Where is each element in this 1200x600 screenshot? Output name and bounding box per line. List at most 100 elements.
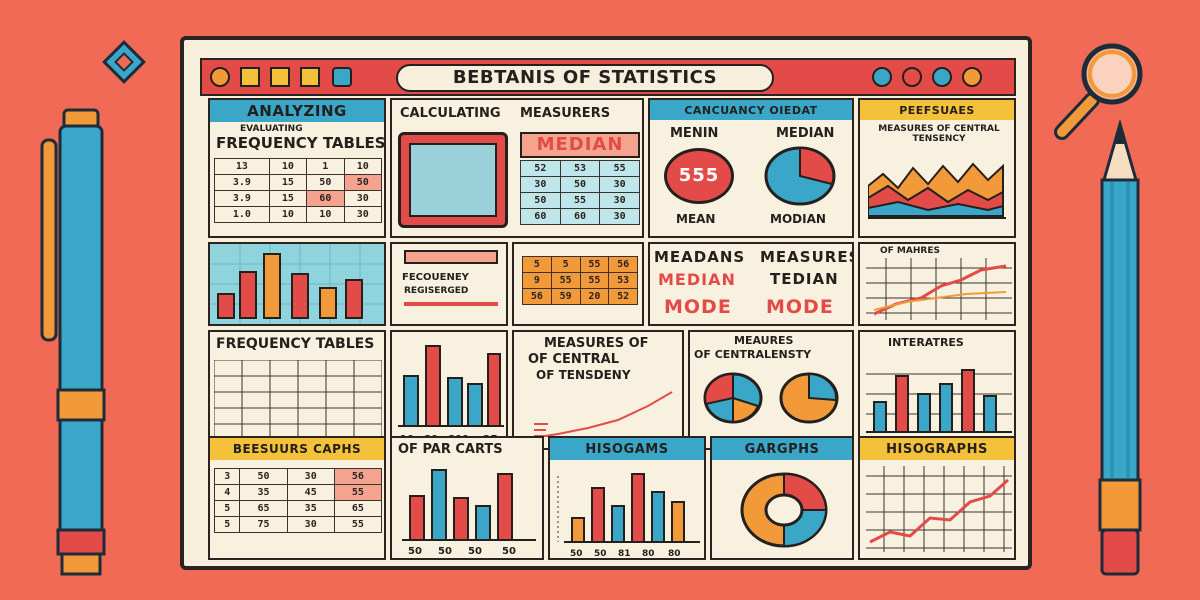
table-cell: 50 — [343, 174, 383, 191]
tedian-label: TEDIAN — [770, 270, 839, 288]
panel-subheading: OF CENTRAL — [528, 352, 619, 367]
table-cell: 9 — [522, 272, 552, 289]
table-cell: 59 — [550, 288, 581, 305]
median-heading: MEDIAN — [776, 126, 835, 141]
table-cell: 15 — [268, 174, 308, 191]
table-cell: 30 — [599, 192, 640, 209]
circle-icon — [962, 67, 982, 87]
pie-chart — [703, 372, 763, 424]
table-row: 30 50 30 — [520, 176, 640, 193]
table-row: 13 10 1 10 — [214, 158, 383, 175]
table-cell: 10 — [306, 206, 345, 223]
line-chart-2 — [866, 466, 1012, 552]
table-cell: 10 — [268, 206, 308, 223]
table-cell: 20 — [579, 288, 610, 305]
median-label: MEDIAN — [658, 270, 736, 289]
table-cell: 30 — [599, 208, 640, 225]
panel-heading: BEESUURS CAPHS — [232, 442, 362, 456]
header-left-icons — [210, 67, 370, 89]
table-cell: 5 — [213, 500, 241, 517]
table-cell: 5 — [522, 256, 552, 273]
panel-interatres: INTERATRES — [858, 330, 1016, 450]
table-cell: 3.9 — [214, 174, 270, 191]
table-cell: 53 — [559, 160, 601, 177]
table-cell: 5 — [550, 256, 581, 273]
panel-heading: INTERATRES — [888, 336, 964, 349]
pen-icon — [40, 108, 106, 576]
mean-heading: MENIN — [670, 126, 719, 141]
target-icon — [210, 67, 230, 87]
title-banner: BEBTANIS OF STATISTICS — [396, 64, 774, 92]
value-circle: 555 — [664, 148, 734, 204]
panel-subheading: OF CENTRALENSTY — [694, 348, 812, 361]
panel-measures-of: MEASURES OF OF CENTRAL OF TENSDENY — [512, 330, 684, 450]
table-cell: 53 — [608, 272, 638, 289]
panel-heading: MEASURES OF — [544, 336, 649, 351]
table-row: 5 5 55 56 — [522, 256, 638, 273]
panel-calculating: CALCULATING MEASURERS MEDIAN 52 53 55 30 50 3… — [390, 98, 644, 238]
table-cell: 55 — [550, 272, 581, 289]
bar-chart-2: 10 80 800 OF — [398, 345, 504, 445]
panel-heading: HISOGAMS — [585, 442, 669, 457]
table-cell: 50 — [239, 468, 288, 485]
table-cell: 50 — [559, 176, 601, 193]
table-cell: 55 — [579, 272, 610, 289]
table-cell: 55 — [599, 160, 640, 177]
table-row: 9 55 55 53 — [522, 272, 638, 289]
table-cell: 4 — [213, 484, 241, 501]
bar-label: 50 — [570, 549, 583, 558]
panel-pie-charts: MEAURES OF CENTRALENSTY — [688, 330, 854, 450]
panel-bar-chart-2: 10 80 800 OF — [390, 330, 508, 450]
median-pie — [764, 146, 836, 206]
panel-mean-median: CANCUANCY OIEDAT MENIN MEDIAN 555 MEAN M… — [648, 98, 854, 238]
table-cell: 55 — [579, 256, 610, 273]
panel-central-tendency: PEEFSUAES MEASURES OF CENTRAL TENSENCY — [858, 98, 1016, 238]
bar-label: 80 — [668, 549, 681, 558]
panel-heading: CANCUANCY OIEDAT — [684, 104, 818, 117]
table-row: 5 65 35 65 — [213, 500, 383, 517]
panel-subheading: MEASURES OF CENTRAL TENSENCY — [878, 124, 1000, 144]
panel-heading: ANALYZING — [247, 102, 347, 120]
table-cell: 55 — [333, 516, 383, 533]
pie-chart — [779, 372, 839, 424]
bar — [403, 375, 419, 427]
mode-label: MODE — [664, 296, 732, 318]
table-row: 1.0 10 10 30 — [214, 206, 383, 223]
table-cell: 52 — [520, 160, 561, 177]
table-cell: 56 — [522, 288, 552, 305]
table-cell: 35 — [286, 500, 335, 517]
page-title: BEBTANIS OF STATISTICS — [452, 67, 718, 88]
panel-frequency-tables-2: FREQUENCY TABLES — [208, 330, 386, 450]
panel-analyzing: ANALYZING EVALUATING FREQUENCY TABLES 13… — [208, 98, 386, 238]
table-cell: 30 — [599, 176, 640, 193]
donut-chart — [740, 472, 828, 548]
bar-chart-4: 50 50 50 50 — [402, 469, 536, 557]
panel-heading: PEEFSUAES — [899, 104, 975, 117]
caphs-table: 3 50 30 56 4 35 45 55 5 65 35 65 5 75 30 55 — [213, 468, 383, 533]
table-cell: 30 — [343, 206, 383, 223]
table-cell: 55 — [559, 192, 601, 209]
table-cell: 3.9 — [214, 190, 270, 207]
table-row: 60 60 30 — [520, 208, 640, 225]
panel-heading: OF MAHRES — [880, 246, 940, 256]
table-cell: 50 — [306, 174, 345, 191]
bar — [425, 345, 441, 427]
table-row: 50 55 30 — [520, 192, 640, 209]
panel-heading: OF PAR CARTS — [398, 442, 503, 457]
panel-orange-grid: 5 5 55 56 9 55 55 53 56 59 20 52 — [512, 242, 644, 326]
bar-chart — [210, 244, 384, 324]
frequency-grid — [214, 360, 382, 444]
panel-subheading: EVALUATING — [240, 124, 303, 134]
bar — [447, 377, 463, 427]
panel-hisographs: HISOGRAPHS — [858, 436, 1016, 560]
panel-heading: HISOGRAPHS — [886, 442, 988, 457]
orange-table: 5 5 55 56 9 55 55 53 56 59 20 52 — [522, 256, 638, 305]
circle-icon — [902, 67, 922, 87]
table-row: 56 59 20 52 — [522, 288, 638, 305]
table-row: 4 35 45 55 — [213, 484, 383, 501]
frequency-label: FECOUENEY — [402, 272, 469, 283]
table-cell: 30 — [520, 176, 561, 193]
panel-line-chart: OF MAHRES — [858, 242, 1016, 326]
table-cell: 10 — [268, 158, 308, 175]
circle-icon — [872, 67, 892, 87]
